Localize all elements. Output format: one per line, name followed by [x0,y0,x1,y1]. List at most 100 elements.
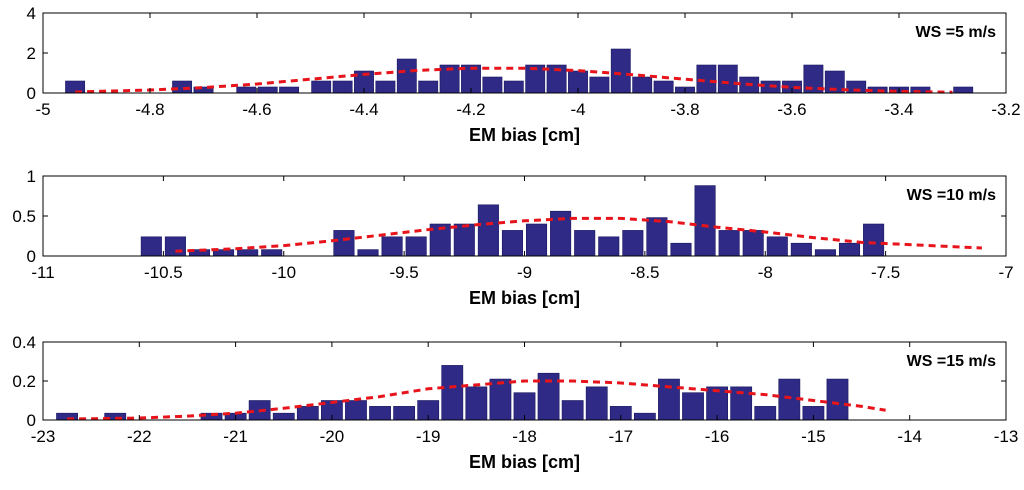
bar [646,217,668,257]
bar [56,412,78,421]
bar [405,236,427,257]
x-tick-label: -9.5 [389,263,418,282]
bar [826,378,849,421]
y-tick-label: 0.5 [12,207,36,226]
x-axis-label: EM bias [cm] [469,452,580,472]
bar [333,230,355,257]
bar [418,80,439,94]
fit-curve [67,379,886,421]
x-tick-label: -8.5 [630,263,659,282]
bar [272,412,295,421]
x-tick-label: -4.4 [349,100,378,119]
x-axis-label: EM bias [cm] [469,125,580,145]
y-tick-label: 2 [27,44,36,63]
bar [742,230,764,257]
x-tick-label: -3.6 [777,100,806,119]
bar [658,378,680,421]
bar [863,223,885,257]
x-tick-label: -4.6 [242,100,271,119]
bar [694,185,716,257]
bar [396,58,417,94]
axes-box [42,175,1007,257]
bar [561,400,584,421]
x-tick-label: -11 [31,263,54,282]
x-tick-label: -7.5 [871,263,900,282]
x-tick-label: -4.2 [456,100,485,119]
y-tick-label: 0 [27,411,36,430]
x-axis-label: EM bias [cm] [469,288,580,308]
bar [503,80,524,94]
wind-speed-annotation: WS =10 m/s [907,187,996,204]
bar [489,378,512,421]
x-tick-label: -3.4 [884,100,913,119]
bar [589,76,610,94]
bar [381,236,403,257]
y-tick-label: 0.4 [12,333,36,352]
x-tick-label: -14 [897,427,922,446]
bar [369,406,391,421]
bar [598,236,620,257]
bar [332,80,353,94]
bar [526,223,548,257]
bar [622,230,644,257]
x-tick-label: -10.5 [144,263,183,282]
bar [140,236,162,257]
bar [501,230,523,257]
bar [311,80,332,94]
x-tick-label: -8 [758,263,773,282]
bar [453,223,475,257]
y-tick-label: 0 [27,84,36,103]
bar [682,392,704,421]
x-tick-label: -3.2 [991,100,1020,119]
fit-curve [75,66,953,94]
bar [465,386,488,421]
bar [953,86,974,94]
y-tick-label: 4 [27,4,36,23]
panel-3: -23 -22 -21 -20 -19 -18 -17 -16 -15 -14 -13 0 0.2 0.4… [12,333,1018,472]
x-tick-label: -22 [127,427,152,446]
bar [790,242,812,257]
bar [279,86,300,94]
wind-speed-annotation: WS =5 m/s [916,24,997,41]
y-tick-label: 0 [27,247,36,266]
x-tick-label: -21 [223,427,248,446]
bar [257,86,278,94]
x-tick-label: -7 [998,263,1013,282]
bar [754,406,777,421]
bar [482,76,503,94]
x-tick-label: -3.8 [670,100,699,119]
bar [574,230,596,257]
bar [717,64,738,94]
bar [610,48,631,94]
x-tick-label: -4 [570,100,585,119]
bar [633,412,656,421]
bar [477,204,499,257]
bar [670,242,692,257]
bar [585,386,608,421]
bar [375,80,396,94]
x-tick-label: -15 [801,427,826,446]
x-tick-label: -5 [35,100,50,119]
fit-curve [175,216,982,253]
y-tick-label: 1 [27,167,36,186]
bar [393,406,416,421]
bar [261,249,283,257]
y-tick-label: 0.2 [12,372,36,391]
bar [357,249,379,257]
x-tick-label: -13 [994,427,1019,446]
x-tick-label: -4.8 [135,100,164,119]
wind-speed-annotation: WS =15 m/s [907,353,996,370]
x-tick-label: -20 [320,427,345,446]
bar [236,86,257,94]
x-tick-label: -10 [271,263,296,282]
bar [838,242,861,257]
x-tick-label: -9 [517,263,532,282]
x-tick-label: -17 [609,427,634,446]
bar [814,249,836,257]
bar [237,249,259,257]
bar [766,236,788,257]
x-tick-label: -16 [705,427,730,446]
panel-1: -5 -4.8 -4.6 -4.4 -4.2 -4 -3.8 -3.6 -3.4 -3.2 0 2 4 E… [27,4,1021,145]
x-tick-label: -23 [31,427,56,446]
